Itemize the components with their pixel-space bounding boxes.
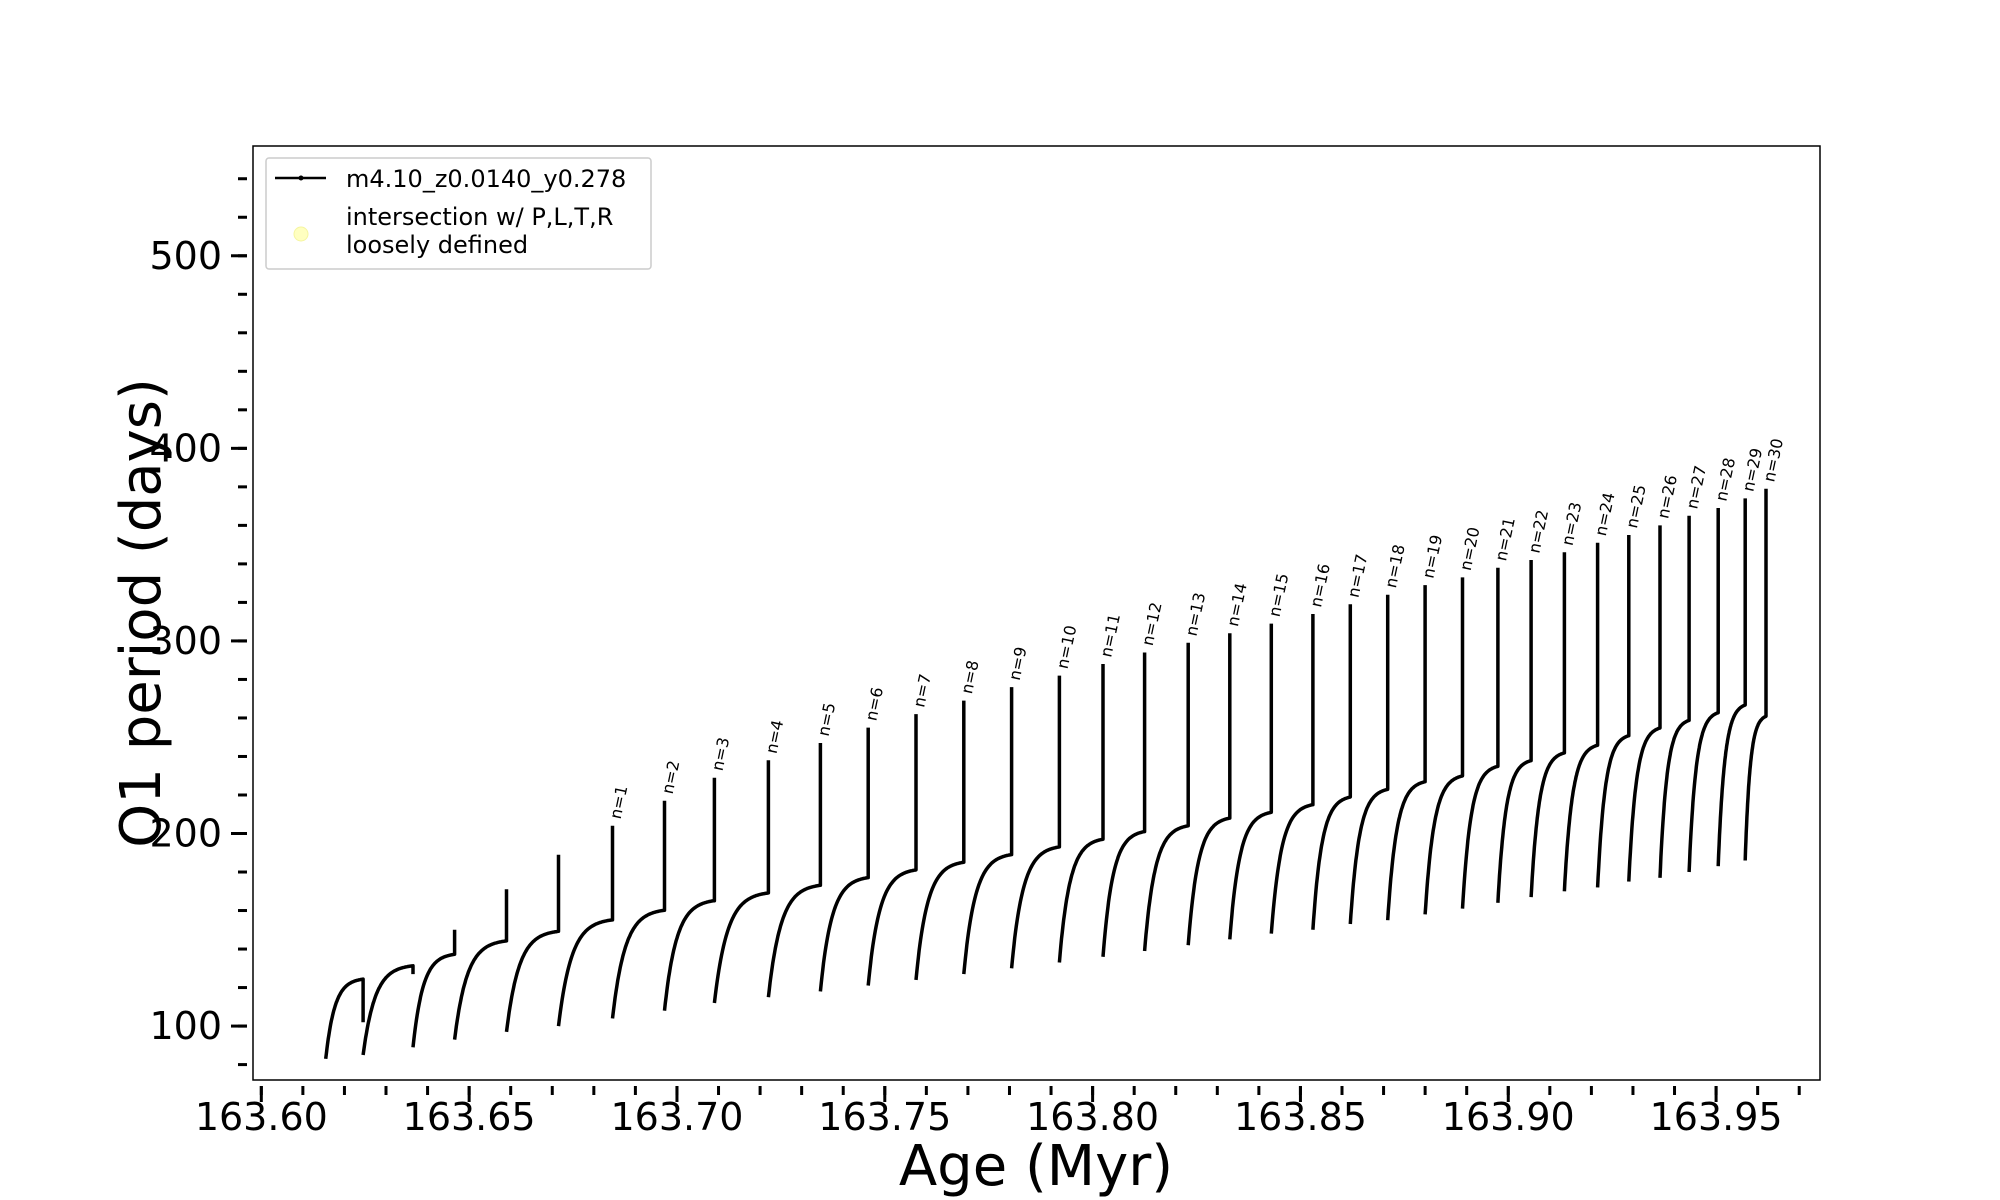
series-cycle-line bbox=[1186, 633, 1232, 946]
legend-label: intersection w/ P,L,T,R bbox=[346, 203, 613, 231]
series-cycle-line bbox=[452, 889, 509, 1040]
legend: m4.10_z0.0140_y0.278 intersection w/ P,L,… bbox=[265, 157, 652, 270]
x-tick-label: 163.60 bbox=[195, 1095, 328, 1139]
series-cycle-line bbox=[1743, 488, 1768, 861]
series-cycle-line bbox=[1142, 642, 1190, 952]
y-tick-label: 400 bbox=[149, 426, 222, 470]
series-cycle-line bbox=[866, 714, 918, 986]
x-tick-label: 163.90 bbox=[1442, 1095, 1575, 1139]
plot-frame bbox=[252, 145, 1821, 1081]
series-cycle-line bbox=[1269, 614, 1315, 934]
series-cycle-line bbox=[1348, 594, 1390, 925]
x-tick-label: 163.75 bbox=[818, 1095, 951, 1139]
legend-box bbox=[265, 157, 652, 270]
legend-marker-icon bbox=[298, 175, 304, 181]
x-tick-label: 163.80 bbox=[1026, 1095, 1159, 1139]
y-tick-label: 300 bbox=[149, 619, 222, 663]
y-tick-label: 200 bbox=[149, 812, 222, 856]
series-cycle-line bbox=[361, 964, 415, 1056]
y-tick-label: 100 bbox=[149, 1004, 222, 1048]
series-cycle-line bbox=[1228, 623, 1274, 940]
series-cycle-line bbox=[1627, 525, 1662, 882]
series-cycle-line bbox=[766, 743, 823, 998]
series-cycle-line bbox=[556, 825, 615, 1027]
series-cycle-line bbox=[662, 777, 717, 1011]
series-cycle-line bbox=[1460, 567, 1500, 909]
series-cycle-line bbox=[914, 700, 966, 981]
series-cycle-line bbox=[323, 977, 365, 1060]
series-cycle-line bbox=[1562, 542, 1600, 892]
series-cycle-line bbox=[1658, 515, 1691, 878]
plot-area bbox=[253, 146, 1820, 1080]
x-tick-label: 163.85 bbox=[1234, 1095, 1367, 1139]
series-cycle-line bbox=[818, 727, 870, 992]
legend-circle-icon bbox=[293, 226, 309, 242]
y-tick-label: 500 bbox=[149, 234, 222, 278]
x-tick-label: 163.65 bbox=[403, 1095, 536, 1139]
series-cycle-line bbox=[610, 800, 667, 1019]
series-cycle-line bbox=[1311, 604, 1353, 930]
data-layer bbox=[323, 488, 1768, 1060]
legend-label: loosely defined bbox=[346, 231, 528, 259]
series-cycle-line bbox=[1496, 560, 1533, 903]
series-cycle-line bbox=[1009, 675, 1062, 969]
series-cycle-line bbox=[1385, 585, 1427, 921]
series-cycle-line bbox=[1423, 577, 1465, 915]
series-cycle-line bbox=[962, 687, 1014, 975]
x-tick-label: 163.95 bbox=[1650, 1095, 1783, 1139]
series-cycle-line bbox=[712, 760, 771, 1004]
series-cycle-line bbox=[1101, 652, 1147, 957]
x-axis-title: Age (Myr) bbox=[899, 1134, 1173, 1199]
x-tick-label: 163.70 bbox=[610, 1095, 743, 1139]
series-cycle-line bbox=[411, 929, 457, 1048]
series-cycle-line bbox=[1595, 535, 1631, 888]
series-cycle-line bbox=[1057, 664, 1105, 963]
series-cycle-line bbox=[504, 854, 561, 1033]
legend-label: m4.10_z0.0140_y0.278 bbox=[346, 165, 626, 193]
y-axis-title: O1 period (days) bbox=[109, 378, 174, 848]
series-cycle-line bbox=[1687, 508, 1720, 873]
series-cycle-line bbox=[1716, 498, 1747, 867]
series-cycle-line bbox=[1529, 552, 1567, 898]
axes: 163.60 163.65 163.70 163.75 163.80 163.85 163.… bbox=[149, 177, 1801, 1139]
